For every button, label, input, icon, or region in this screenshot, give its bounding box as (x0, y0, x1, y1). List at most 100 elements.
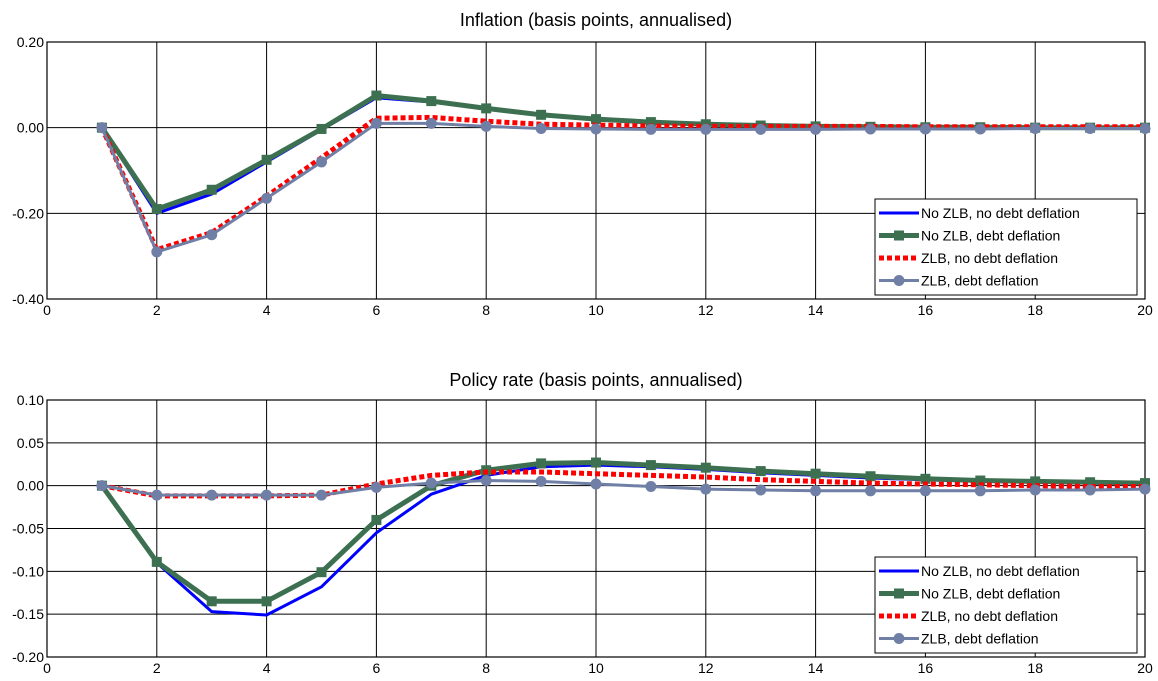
plot-frame (46, 41, 1146, 300)
x-tick-label: 6 (373, 302, 381, 318)
x-tick-label: 10 (588, 660, 604, 676)
y-tick-label: 0.00 (17, 478, 44, 494)
legend: No ZLB, no debt deflation No ZLB, debt de… (874, 556, 1138, 654)
data-point-circle (261, 489, 273, 501)
series-line-3 (101, 469, 1145, 499)
data-point-circle (974, 123, 986, 135)
data-point-square (920, 473, 931, 484)
data-point-circle (865, 123, 876, 135)
data-point-square (261, 154, 272, 165)
data-point-circle (1029, 123, 1041, 135)
data-point-circle (316, 156, 327, 168)
data-point-circle (1084, 123, 1096, 135)
data-point-square (1030, 476, 1041, 487)
legend-label: ZLB, no debt deflation (921, 250, 1058, 266)
data-point-square (316, 123, 327, 134)
data-point-circle (206, 229, 218, 241)
data-point-circle (919, 123, 931, 135)
y-tick-label: 0.05 (17, 435, 44, 451)
data-point-square (371, 514, 382, 525)
x-tick-label: 18 (1027, 660, 1043, 676)
y-tick-label: 0.10 (17, 392, 44, 408)
x-tick-label: 14 (808, 660, 824, 676)
legend-marker-square (894, 230, 904, 241)
legend-marker-square (894, 588, 904, 599)
x-tick-label: 16 (918, 302, 934, 318)
x-tick-label: 0 (43, 302, 51, 318)
data-point-square (426, 96, 437, 107)
data-point-square (481, 103, 492, 114)
data-point-circle (645, 123, 657, 135)
x-tick-label: 16 (918, 660, 934, 676)
x-tick-label: 10 (588, 302, 604, 318)
data-point-circle (1029, 484, 1041, 496)
x-tick-label: 4 (263, 660, 271, 676)
legend-label: ZLB, no debt deflation (921, 608, 1058, 624)
legend-box (874, 198, 1138, 296)
y-tick-label: -0.40 (12, 291, 44, 307)
data-point-circle (1139, 483, 1151, 495)
data-point-square (261, 596, 272, 607)
data-point-circle (974, 485, 986, 497)
data-point-square (645, 460, 656, 471)
data-point-square (975, 475, 986, 486)
data-point-circle (151, 489, 163, 501)
data-point-circle (425, 477, 437, 489)
x-tick-label: 12 (698, 660, 714, 676)
data-point-square (536, 458, 547, 469)
data-point-circle (919, 485, 931, 497)
x-tick-label: 2 (153, 660, 161, 676)
data-point-circle (590, 123, 602, 135)
data-point-square (591, 114, 601, 125)
data-point-circle (755, 484, 767, 496)
data-point-circle (316, 489, 327, 501)
data-point-circle (755, 123, 767, 135)
legend-label: ZLB, debt deflation (921, 631, 1039, 647)
x-tick-label: 12 (698, 302, 714, 318)
data-point-circle (810, 485, 822, 497)
data-point-square (536, 109, 547, 120)
data-point-circle (645, 481, 657, 493)
data-point-circle (261, 192, 273, 204)
data-point-circle (480, 120, 492, 132)
data-point-square (591, 457, 601, 468)
legend-label: No ZLB, debt deflation (921, 586, 1060, 602)
data-point-circle (1139, 123, 1151, 135)
data-point-circle (96, 122, 108, 134)
x-tick-label: 0 (43, 660, 51, 676)
series-line-4 (101, 479, 1146, 497)
x-tick-label: 2 (153, 302, 161, 318)
y-tick-label: 0.00 (17, 120, 44, 136)
legend-marker-circle (893, 633, 905, 644)
legend-marker-circle (893, 275, 905, 286)
x-tick-label: 18 (1027, 302, 1043, 318)
chart-title: Inflation (basis points, annualised) (460, 10, 732, 30)
y-tick-label: -0.05 (12, 521, 44, 537)
y-tick-label: -0.15 (12, 606, 44, 622)
data-point-circle (590, 478, 602, 490)
x-tick-label: 8 (482, 302, 490, 318)
data-point-square (206, 596, 217, 607)
data-point-circle (206, 489, 218, 501)
data-point-circle (425, 117, 437, 129)
chart-title: Policy rate (basis points, annualised) (449, 370, 742, 390)
data-point-circle (700, 123, 712, 135)
data-point-circle (865, 485, 876, 497)
data-point-square (1140, 478, 1150, 489)
data-point-square (316, 567, 327, 578)
x-tick-label: 20 (1137, 302, 1153, 318)
data-point-square (645, 117, 656, 128)
data-point-circle (151, 246, 163, 258)
series-line-3 (99, 114, 1145, 253)
data-point-circle (535, 123, 547, 135)
data-point-square (755, 466, 766, 477)
data-point-circle (96, 480, 108, 492)
series-line-4 (100, 121, 1145, 254)
data-point-square (700, 462, 711, 473)
data-point-square (1085, 477, 1096, 488)
legend-label: ZLB, debt deflation (921, 273, 1039, 289)
data-point-circle (700, 483, 712, 495)
data-point-square (151, 204, 162, 215)
chart-panel-2: Policy rate (basis points, annualised) 0 2… (12, 370, 1153, 676)
